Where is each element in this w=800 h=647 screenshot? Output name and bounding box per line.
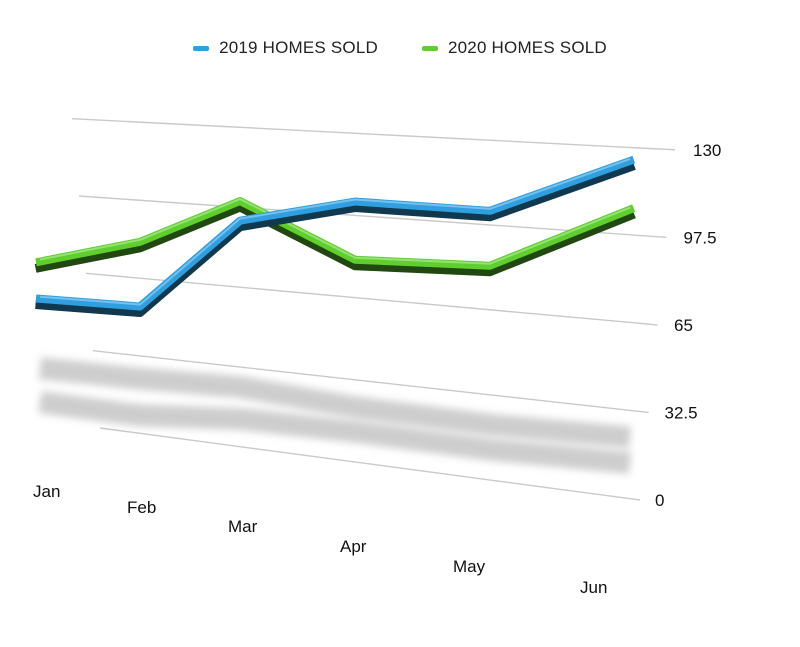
gridline	[92, 349, 649, 414]
x-tick-label: May	[453, 557, 486, 576]
legend-item-2019[interactable]: 2019 HOMES SOLD	[193, 38, 378, 58]
series-shadow	[38, 391, 632, 474]
x-tick-label: Apr	[340, 537, 367, 556]
legend-item-2020[interactable]: 2020 HOMES SOLD	[422, 38, 607, 58]
y-tick-label: 32.5	[665, 403, 698, 422]
series-shadow	[38, 357, 631, 449]
y-tick-label: 0	[655, 491, 664, 510]
y-tick-label: 65	[674, 316, 693, 335]
series-line[interactable]	[35, 197, 636, 270]
legend-label-2019: 2019 HOMES SOLD	[219, 38, 378, 57]
legend-label-2020: 2020 HOMES SOLD	[448, 38, 607, 57]
x-tick-label: Jun	[580, 578, 607, 597]
series-line[interactable]	[35, 155, 636, 311]
series-ribbon-side	[34, 202, 636, 277]
y-tick-label: 130	[693, 141, 721, 160]
x-tick-label: Feb	[127, 498, 156, 517]
gridline	[99, 427, 641, 501]
legend-swatch-2020	[422, 45, 438, 51]
x-tick-label: Mar	[228, 517, 258, 536]
series-highlight	[39, 198, 631, 265]
series-highlight	[39, 158, 631, 306]
legend-swatch-2019	[193, 45, 210, 51]
gridline	[71, 117, 676, 151]
x-tick-label: Jan	[33, 482, 60, 501]
y-tick-label: 97.5	[684, 228, 717, 247]
series-ribbon-side	[35, 161, 636, 317]
legend: 2019 HOMES SOLD 2020 HOMES SOLD	[0, 38, 800, 58]
